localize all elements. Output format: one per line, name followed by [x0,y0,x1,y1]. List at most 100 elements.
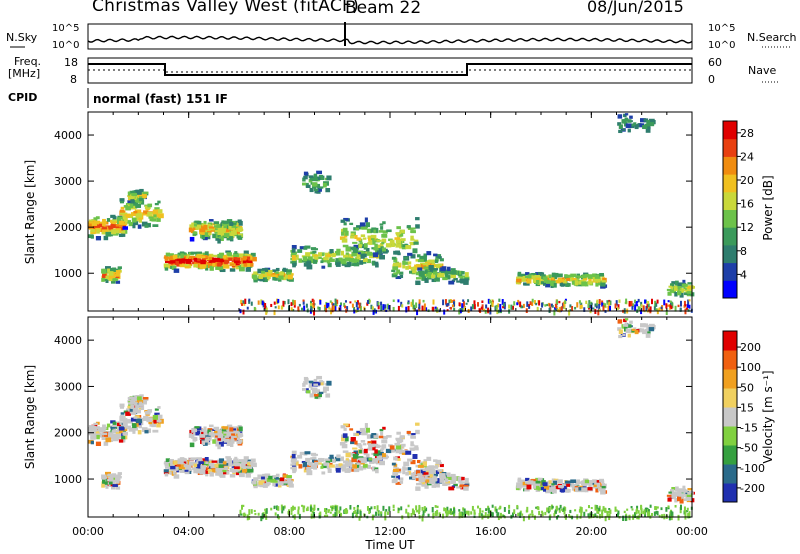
velocity-echo [616,512,619,517]
power-echo [358,244,362,248]
velocity-echo [624,515,627,522]
velocity-echo [360,440,366,443]
power-echo [677,282,683,287]
power-echo [364,217,368,223]
velocity-echo [226,442,230,447]
velocity-echo [380,511,383,514]
power-echo [569,309,572,312]
velocity-echo [362,463,368,468]
velocity-echo [293,461,299,466]
power-echo [322,258,327,263]
power-echo [184,264,189,267]
power-echo [386,303,389,310]
power-echo [196,262,200,268]
power-echo [395,239,402,244]
power-echo [554,307,557,311]
velocity-echo [429,466,436,469]
power-echo [422,299,425,303]
power-echo [199,264,206,269]
power-echo [594,303,597,307]
colorbar-tick-label: 20 [740,174,754,187]
velocity-echo [221,467,227,472]
power-echo [293,255,299,260]
velocity-echo [521,513,524,516]
velocity-echo [375,469,379,474]
velocity-echo [326,465,331,470]
power-echo [180,253,184,259]
power-echo [480,306,483,310]
power-echo [494,305,497,311]
velocity-echo [534,480,540,484]
power-echo [250,301,253,306]
power-echo [360,234,366,238]
velocity-echo [536,506,539,510]
power-echo [277,305,280,310]
power-echo [598,299,601,305]
power-echo [355,302,358,308]
power-echo [599,272,604,277]
velocity-echo [375,450,381,454]
velocity-echo [205,468,210,473]
velocity-echo [311,391,317,394]
power-echo [528,303,531,308]
velocity-echo [665,507,668,512]
power-echo [327,262,332,268]
power-echo [423,253,428,258]
power-echo [570,273,577,278]
velocity-echo [259,484,265,488]
velocity-echo [301,504,304,507]
power-echo [119,227,124,231]
power-echo [644,299,647,304]
power-echo [341,238,348,243]
velocity-echo [268,475,273,480]
power-echo [309,258,314,264]
power-echo [344,305,347,309]
velocity-echo [410,513,413,518]
power-echo [352,241,358,244]
power-echo [369,255,375,259]
velocity-echo [193,463,198,468]
power-echo [490,301,493,307]
colorbar-swatch [723,262,737,281]
velocity-echo [609,510,612,513]
velocity-echo [338,463,343,467]
power-echo [224,233,230,238]
velocity-echo [407,512,410,517]
velocity-echo [282,474,288,478]
power-echo [248,300,251,304]
nave-tick-high: 60 [708,56,722,69]
velocity-echo [306,466,312,472]
power-echo [544,304,547,307]
power-echo [461,271,465,275]
velocity-echo [253,477,259,481]
power-echo [349,301,352,304]
power-echo [318,174,324,178]
velocity-echo [130,399,135,405]
power-echo [118,220,125,225]
power-echo [452,301,455,307]
velocity-echo [221,469,228,473]
velocity-echo [656,506,659,509]
velocity-echo [368,510,371,515]
power-echo [332,303,335,306]
velocity-echo [119,428,123,434]
power-echo [392,299,395,302]
power-echo [410,235,414,240]
power-echo [268,270,273,274]
power-echo [526,278,532,284]
power-echo [357,252,361,255]
velocity-echo [112,473,117,477]
power-echo [95,220,100,224]
velocity-echo [236,440,242,445]
power-echo [350,235,355,239]
colorbar-tick-label: 24 [740,150,754,163]
power-echo [589,304,592,309]
power-echo [391,242,395,248]
velocity-echo [448,510,451,515]
power-echo [317,306,320,310]
velocity-echo [688,491,694,495]
power-echo [91,221,98,226]
velocity-echo [115,486,121,490]
velocity-echo [563,510,566,515]
velocity-echo [302,382,306,387]
